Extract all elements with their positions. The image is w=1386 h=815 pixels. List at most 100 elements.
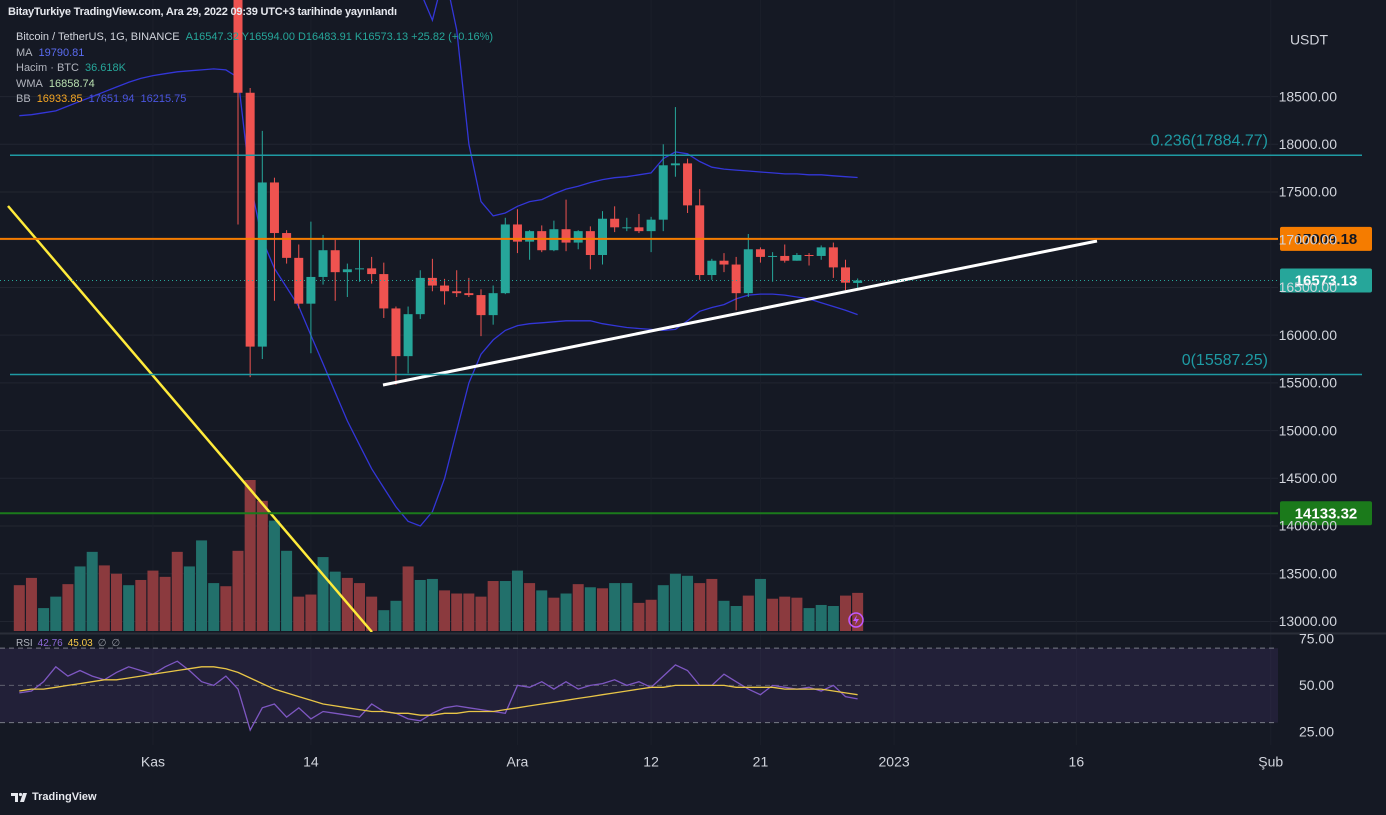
drawings xyxy=(7,205,1098,632)
volume-bar xyxy=(62,584,74,631)
price-level-box xyxy=(1280,226,1372,251)
indicator-name: MA xyxy=(16,46,33,59)
candle-body xyxy=(585,231,595,255)
trend-line xyxy=(382,239,1098,387)
candle-body xyxy=(707,260,717,276)
volume-bar xyxy=(827,606,839,631)
y-tick-label: 13500.00 xyxy=(1279,565,1338,581)
y-tick-label: 18000.00 xyxy=(1279,136,1338,152)
y-tick-label: 17000.00 xyxy=(1279,231,1338,247)
rsi-value: 45.03 xyxy=(67,638,93,649)
currency-label: USDT xyxy=(1290,32,1329,48)
candle-body xyxy=(670,163,680,166)
volume-bar xyxy=(268,520,280,631)
legend-row: MA 19790.81 xyxy=(16,46,499,62)
y-tick-label: 14000.00 xyxy=(1279,518,1338,534)
volume-bar xyxy=(730,606,742,631)
rsi-value: ∅ xyxy=(97,638,107,649)
volume-bar xyxy=(852,592,864,631)
volume-bar xyxy=(718,600,730,631)
candle-body xyxy=(355,268,364,270)
volume-bar xyxy=(25,577,37,631)
price-level-label: 14133.32 xyxy=(1295,505,1358,522)
x-tick-label: Ara xyxy=(507,754,529,770)
rsi-line xyxy=(19,660,858,732)
candle-body xyxy=(634,227,644,232)
fib-label: 0(15587.25) xyxy=(1182,352,1268,369)
volume-bar xyxy=(171,551,183,631)
y-tick-label: 16000.00 xyxy=(1279,327,1338,343)
volume-bar xyxy=(244,480,256,631)
indicator-name: BB xyxy=(16,93,31,106)
volume-bar xyxy=(281,550,293,631)
candle-body xyxy=(391,308,401,357)
volume-bar xyxy=(499,581,511,631)
rsi-plot xyxy=(0,647,1278,732)
volume-bar xyxy=(135,579,147,631)
legend-symbol: Bitcoin / TetherUS, 1G, BINANCE xyxy=(16,31,180,43)
volume-bar xyxy=(767,598,779,631)
rsi-tick-label: 75.00 xyxy=(1299,631,1334,647)
volume-bar xyxy=(86,551,98,631)
alert-bolt xyxy=(853,615,859,625)
price-level-box xyxy=(1280,501,1372,526)
volume-bar xyxy=(366,596,378,631)
candle-body xyxy=(755,249,765,257)
indicator-value: 17651.94 xyxy=(88,93,135,106)
volume-bar xyxy=(317,557,329,631)
candle-body xyxy=(792,254,802,261)
indicator-value: 16858.74 xyxy=(48,77,95,90)
candle-body xyxy=(598,218,607,255)
candle-body xyxy=(841,267,850,283)
rsi-pane xyxy=(0,647,1278,732)
volume-bar xyxy=(560,593,572,631)
volume-bar xyxy=(840,595,851,631)
volume-bar xyxy=(13,585,25,631)
volume-bar xyxy=(329,571,341,631)
rsi-ma-line xyxy=(19,666,858,716)
volume-bar xyxy=(682,575,694,631)
volume-bar xyxy=(74,566,86,631)
volume-pane xyxy=(13,480,864,631)
indicator-value: 16215.75 xyxy=(140,93,187,106)
candle-body xyxy=(816,247,826,256)
candle-body xyxy=(768,255,778,257)
candle-body xyxy=(342,269,352,273)
volume-bar xyxy=(536,590,548,631)
candle-body xyxy=(743,249,753,294)
rsi-value: ∅ xyxy=(111,638,121,649)
volume-bar xyxy=(123,585,135,631)
volume-bar xyxy=(414,579,426,631)
volume-bar xyxy=(487,581,499,631)
alert-circle xyxy=(848,612,864,628)
candle-body xyxy=(695,205,705,276)
volume-bar xyxy=(621,583,633,631)
rsi-legend: RSI 42.76 45.03 ∅ ∅ xyxy=(16,638,125,649)
header: BitayTurkiye TradingView.com, Ara 29, 20… xyxy=(8,6,397,18)
volume-bar xyxy=(463,593,475,631)
x-tick-label: Kas xyxy=(141,754,165,770)
volume-bar xyxy=(815,604,827,631)
volume-bar xyxy=(38,608,50,631)
candle-body xyxy=(257,182,267,347)
candle-body xyxy=(622,227,632,229)
volume-bar xyxy=(159,576,171,631)
volume-bar xyxy=(645,599,657,631)
price-level-label: 17009.18 xyxy=(1295,231,1358,248)
candle-body xyxy=(610,218,620,228)
volume-bar xyxy=(694,583,706,631)
volume-bar xyxy=(803,608,815,631)
candle-body xyxy=(464,293,474,296)
candle-body xyxy=(440,285,450,292)
candle-body xyxy=(500,224,510,294)
candle-body xyxy=(488,293,498,316)
legend-row: Hacim · BTC 36.618K xyxy=(16,61,499,77)
volume-bar xyxy=(147,570,159,631)
last-price-label: 16573.13 xyxy=(1295,272,1358,289)
x-tick-label: 2023 xyxy=(879,754,910,770)
brand-logo xyxy=(11,792,27,802)
bollinger-upper xyxy=(423,0,858,217)
volume-bar xyxy=(439,590,451,631)
volume-bar xyxy=(633,602,645,631)
